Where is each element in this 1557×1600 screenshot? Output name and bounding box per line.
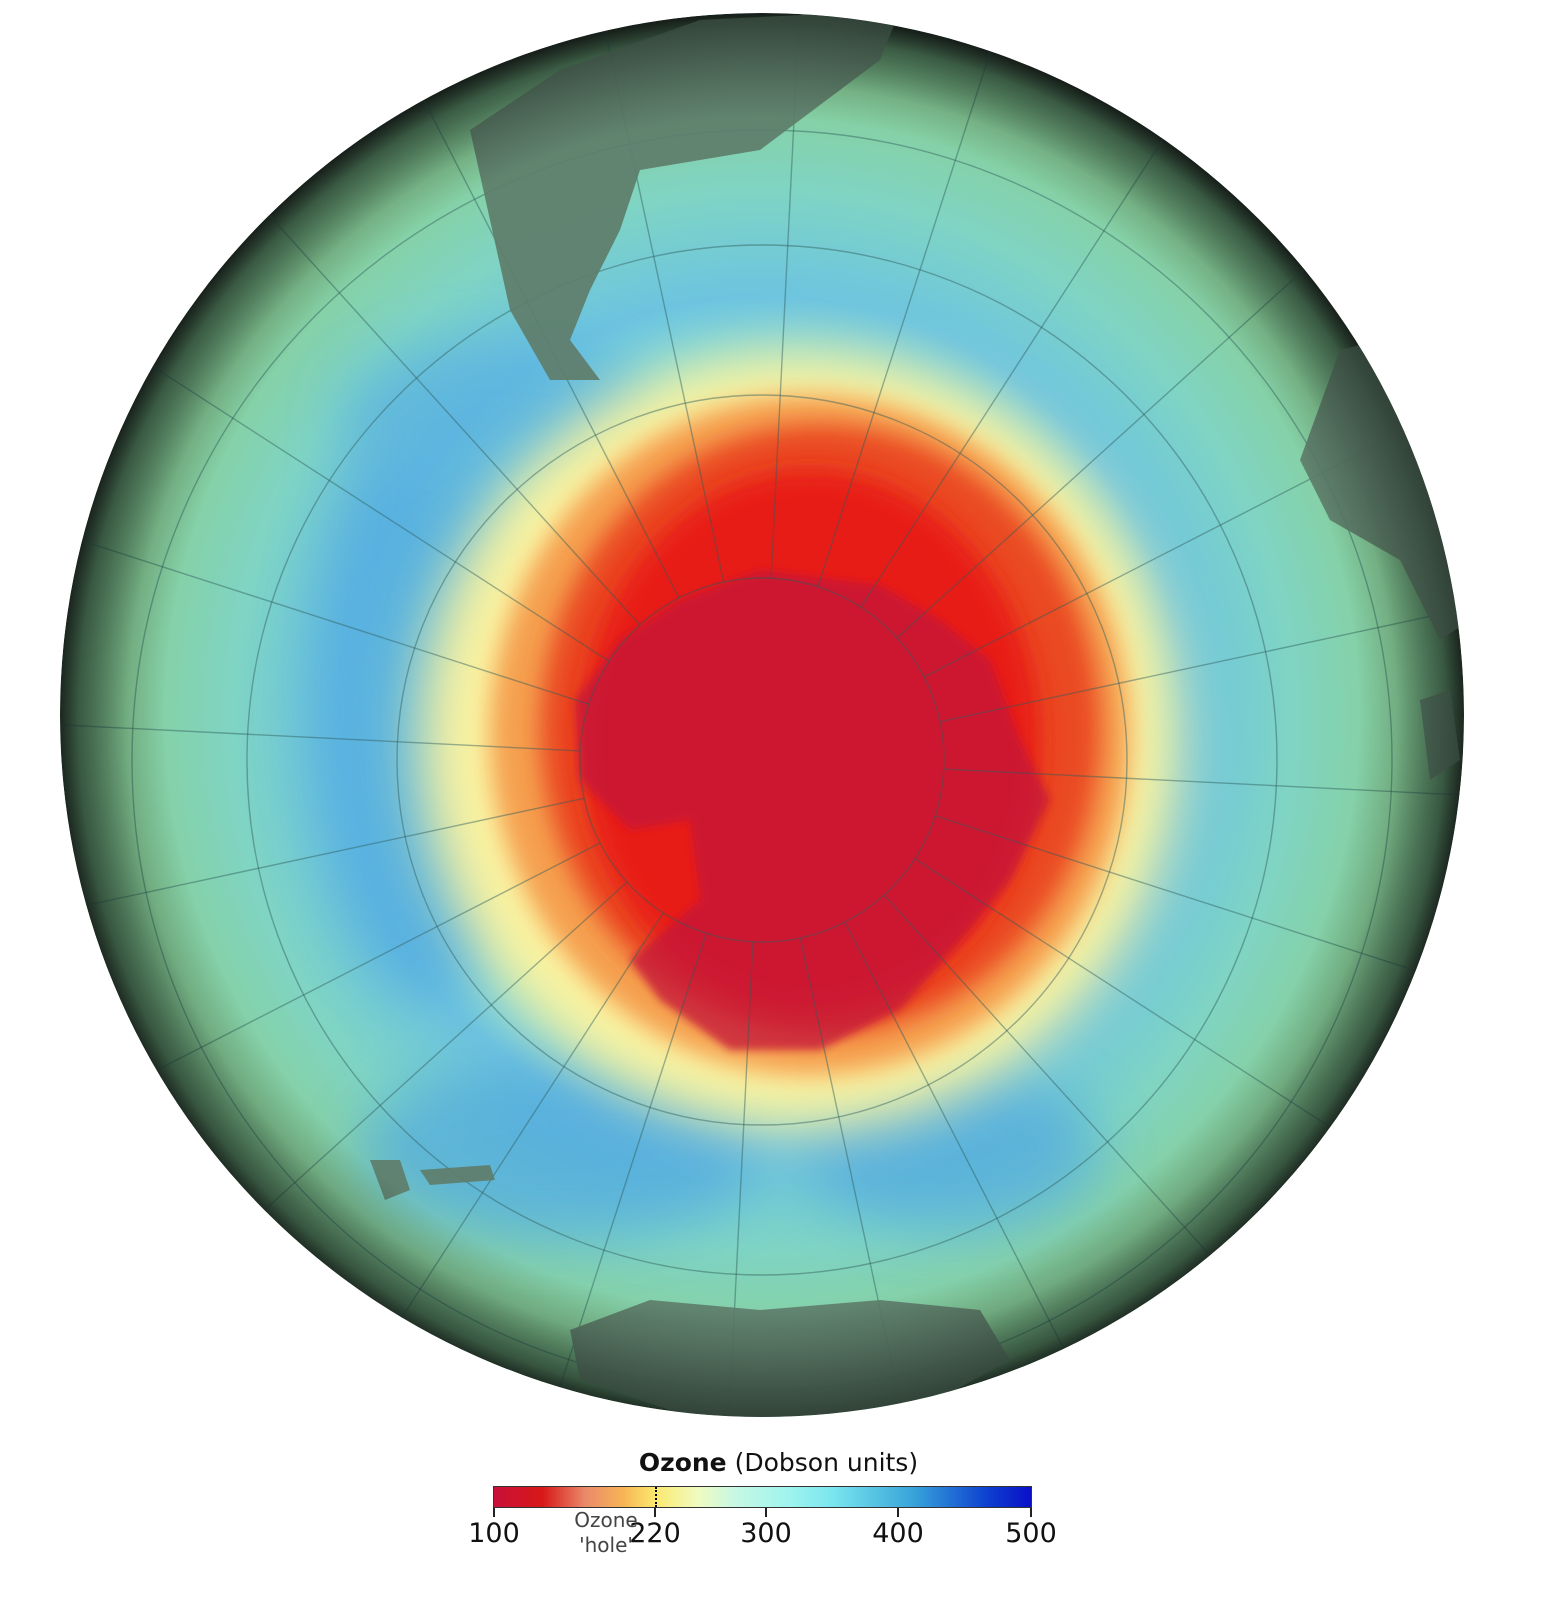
- legend-title: Ozone (Dobson units): [0, 1448, 1557, 1477]
- tick-300: [765, 1508, 767, 1517]
- tick-label-100: 100: [468, 1518, 520, 1549]
- ozone-hole-label-line2: 'hole': [579, 1533, 633, 1557]
- tick-label-220: 220: [629, 1518, 681, 1549]
- tick-label-300: 300: [740, 1518, 792, 1549]
- tick-220: [654, 1508, 656, 1517]
- tick-400: [897, 1508, 899, 1517]
- legend-title-bold: Ozone: [638, 1448, 727, 1477]
- ozone-hole-label: Ozone 'hole': [571, 1508, 641, 1558]
- threshold-marker: [655, 1487, 657, 1507]
- tick-label-500: 500: [1005, 1518, 1057, 1549]
- ozone-hole-label-line1: Ozone: [574, 1508, 638, 1532]
- ozone-globe-map: [60, 13, 1464, 1417]
- legend-title-units: (Dobson units): [734, 1448, 919, 1477]
- color-scale-bar: [493, 1486, 1032, 1508]
- tick-500: [1030, 1508, 1032, 1517]
- tick-100: [493, 1508, 495, 1517]
- tick-label-400: 400: [872, 1518, 924, 1549]
